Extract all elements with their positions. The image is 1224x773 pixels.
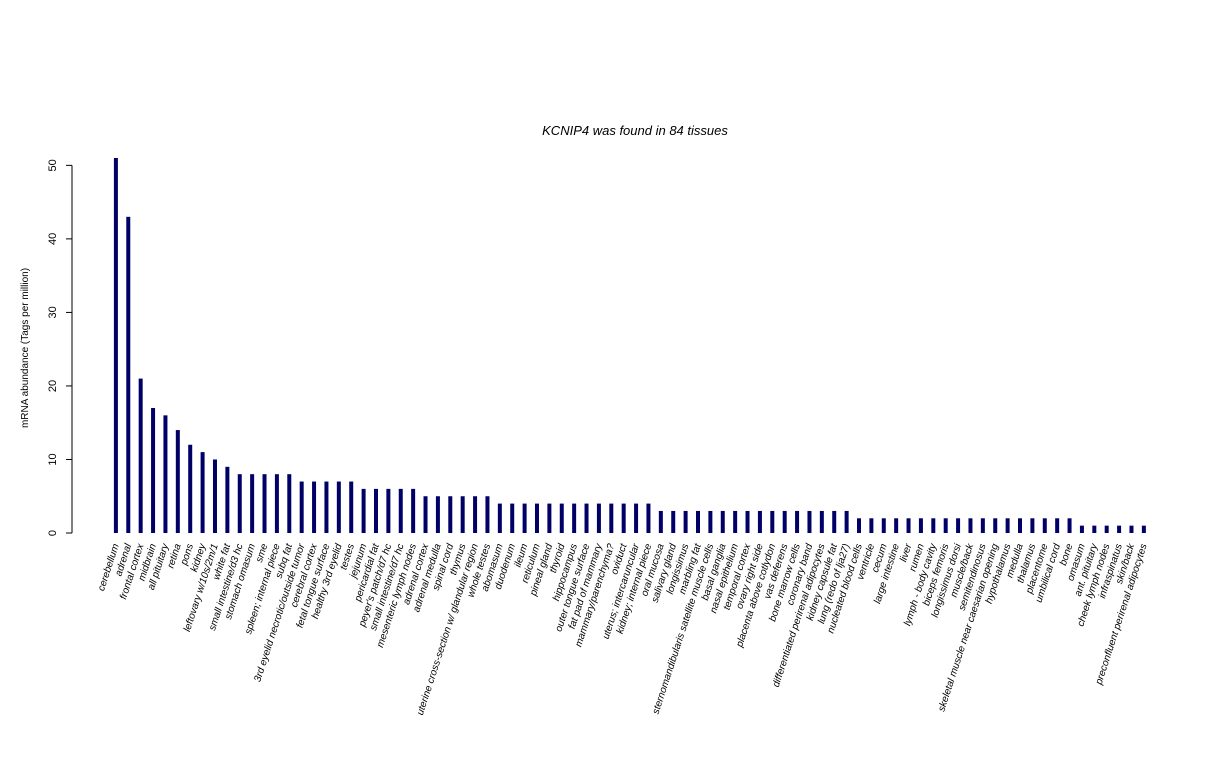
bar	[968, 518, 973, 533]
bar	[126, 216, 131, 533]
bar	[398, 488, 403, 533]
bar	[596, 503, 601, 533]
bar	[1092, 525, 1097, 533]
bar	[299, 481, 304, 533]
bar	[287, 474, 292, 533]
bar	[1129, 525, 1134, 533]
bar	[113, 158, 118, 533]
bar	[906, 518, 911, 533]
bar	[151, 408, 156, 533]
bar	[1055, 518, 1060, 533]
bar	[572, 503, 577, 533]
bar	[1067, 518, 1072, 533]
bar	[448, 496, 453, 533]
bar	[918, 518, 923, 533]
bar	[757, 510, 762, 533]
bar	[844, 510, 849, 533]
bar	[857, 518, 861, 533]
bar	[745, 510, 750, 533]
bar	[250, 474, 255, 533]
y-axis-label: mRNA abundance (Tags per million)	[20, 268, 31, 428]
chart-title: KCNIP4 was found in 84 tissues	[542, 123, 728, 138]
bar	[225, 466, 230, 533]
bar	[658, 510, 663, 533]
bar	[559, 503, 564, 533]
bar	[671, 510, 676, 533]
bar	[646, 503, 651, 533]
bar	[312, 481, 317, 533]
bar	[609, 503, 614, 533]
bar	[819, 510, 824, 533]
bar	[634, 503, 639, 533]
y-tick-label: 50	[47, 159, 59, 171]
bar	[696, 510, 700, 533]
y-tick-label: 20	[47, 380, 59, 392]
bar	[993, 518, 998, 533]
bar	[200, 452, 205, 533]
bars-group	[113, 158, 1146, 533]
bar	[349, 481, 354, 533]
bar	[621, 503, 626, 533]
bar	[795, 510, 800, 533]
bar	[1141, 525, 1146, 533]
bar	[894, 518, 899, 533]
bar	[423, 496, 428, 533]
bar	[807, 510, 812, 533]
bar	[361, 488, 366, 533]
bar	[175, 430, 180, 533]
y-tick-label: 10	[47, 453, 59, 465]
bar	[1104, 525, 1109, 533]
bar	[832, 510, 837, 533]
bar	[1030, 518, 1035, 533]
bar	[782, 510, 787, 533]
bar	[373, 488, 378, 533]
bar	[274, 474, 279, 533]
bar	[386, 488, 391, 533]
bar	[237, 474, 242, 533]
bar	[460, 496, 465, 533]
y-tick-label: 30	[47, 306, 59, 318]
y-axis: 0 10 20 30 40 50	[47, 159, 73, 536]
bar	[980, 518, 985, 533]
bar	[262, 474, 267, 533]
bar	[324, 481, 329, 533]
bar	[1005, 518, 1010, 533]
bar	[720, 510, 725, 533]
bar	[547, 503, 552, 533]
bar	[881, 518, 886, 533]
bar	[869, 518, 874, 533]
bar	[485, 496, 490, 533]
bar	[497, 503, 502, 533]
bar	[1042, 518, 1047, 533]
bar	[1117, 525, 1122, 533]
bar	[522, 503, 527, 533]
bar	[956, 518, 961, 533]
bar	[212, 459, 217, 533]
bar	[336, 481, 341, 533]
bar	[584, 503, 589, 533]
bar	[683, 510, 688, 533]
bar	[138, 378, 143, 533]
bar	[510, 503, 515, 533]
bar	[411, 488, 416, 533]
bar	[534, 503, 539, 533]
bar	[733, 510, 738, 533]
bar	[1079, 525, 1084, 533]
bar	[473, 496, 478, 533]
bar	[708, 510, 713, 533]
y-tick-label: 0	[47, 530, 59, 536]
bar	[188, 444, 193, 533]
bar	[435, 496, 440, 533]
bar	[931, 518, 936, 533]
y-tick-label: 40	[47, 233, 59, 245]
bar	[943, 518, 948, 533]
bar	[163, 415, 168, 533]
bar	[1018, 518, 1022, 533]
bar	[770, 510, 775, 533]
